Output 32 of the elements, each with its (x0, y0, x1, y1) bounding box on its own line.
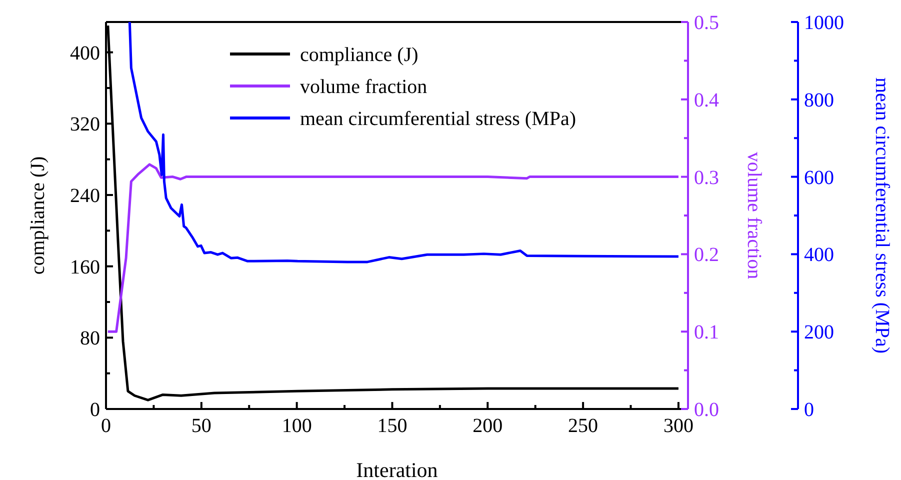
x-tick-label: 200 (472, 415, 503, 437)
legend-label: mean circumferential stress (MPa) (300, 108, 576, 130)
legend-label: compliance (J) (300, 44, 418, 66)
y-tick-label: 320 (70, 114, 100, 136)
y3-tick-label: 800 (804, 89, 834, 112)
y3-tick-label: 1000 (804, 12, 844, 34)
y2-tick-label: 0.2 (694, 244, 719, 266)
y-axis-title: compliance (J) (27, 156, 49, 275)
y-tick-label: 0 (90, 399, 100, 421)
y3-tick-label: 0 (804, 399, 814, 421)
y3-tick-label: 600 (804, 166, 834, 189)
x-tick-label: 100 (282, 415, 312, 437)
y-tick-label: 80 (80, 328, 100, 350)
y2-tick-label: 0.0 (694, 399, 719, 421)
y-tick-label: 240 (70, 184, 100, 207)
x-axis-title: Interation (356, 458, 438, 480)
y2-axis-title: volume fraction (743, 152, 765, 280)
x-tick-label: 300 (663, 415, 694, 437)
y-tick-label: 160 (70, 256, 100, 278)
y2-tick-label: 0.5 (694, 12, 719, 34)
y2-tick-label: 0.1 (694, 322, 719, 344)
line-series (128, 22, 680, 264)
y-tick-label: 400 (70, 42, 100, 64)
x-tick-label: 50 (191, 415, 212, 437)
x-tick-label: 150 (377, 415, 408, 437)
legend-label: volume fraction (300, 76, 428, 98)
y2-tick-label: 0.3 (694, 166, 719, 189)
y3-tick-label: 400 (804, 244, 834, 266)
y2-tick-label: 0.4 (694, 89, 719, 112)
y3-tick-label: 200 (804, 322, 834, 344)
x-tick-label: 250 (568, 415, 598, 437)
y3-axis-title: mean circumferential stress (MPa) (871, 77, 893, 354)
